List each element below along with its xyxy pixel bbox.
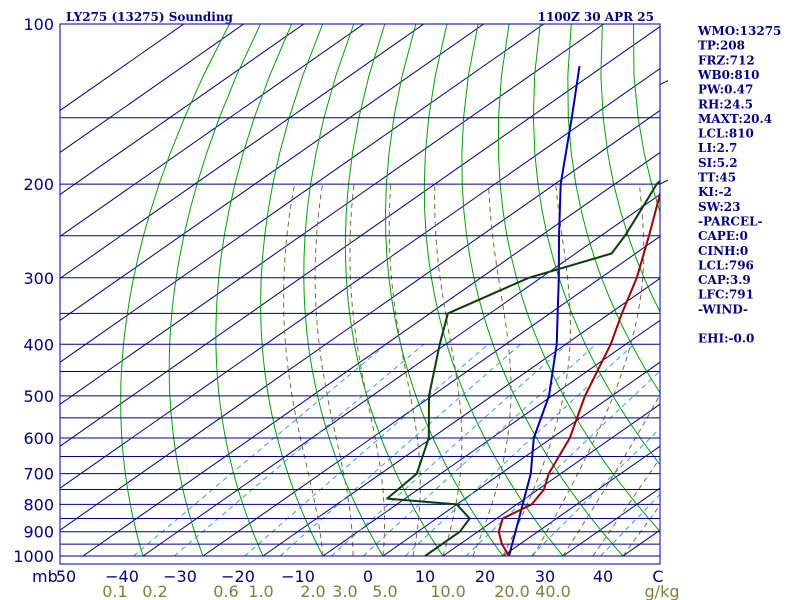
isotherm-line — [60, 67, 660, 489]
temperature-tick-label: 50 — [56, 567, 76, 586]
index-line: -PARCEL- — [698, 214, 763, 228]
pressure-tick-label: 100 — [23, 15, 54, 34]
isotherm-line — [502, 445, 660, 557]
index-line: WMO:13275 — [697, 24, 781, 38]
mixing-ratio-tick-label: 20.0 — [494, 582, 530, 600]
mixing-ratio-tick-label: 40.0 — [535, 582, 571, 600]
temperature-tick-label: −30 — [163, 567, 197, 586]
isotherm-line — [442, 403, 660, 557]
index-line: LI:2.7 — [698, 141, 737, 155]
isotherm-line — [322, 319, 660, 557]
mixing-ratio-tick-label: g/kg — [645, 582, 680, 600]
isotherm-line — [60, 24, 545, 363]
isotherm-line — [142, 193, 660, 557]
pressure-tick-label: 1000 — [13, 547, 54, 566]
temperature-tick-label: 10 — [415, 567, 435, 586]
isotherm-line — [382, 361, 660, 557]
index-line: CAPE:0 — [698, 229, 748, 243]
parcel-trace — [508, 65, 581, 557]
isotherm-line — [262, 277, 660, 557]
isotherm-line — [60, 24, 605, 405]
isotherm-line — [60, 109, 660, 531]
isotherm-line — [82, 151, 660, 557]
mixing-ratio-tick-label: 2.0 — [300, 582, 325, 600]
isotherm-line — [60, 24, 305, 196]
mixing-ratio-tick-label: 0.1 — [102, 582, 127, 600]
pressure-tick-label: 900 — [23, 523, 54, 542]
pressure-tick-label: 600 — [23, 429, 54, 448]
mixing-ratio-tick-label: 5.0 — [372, 582, 397, 600]
chart-title-left: LY275 (13275) Sounding — [66, 10, 234, 24]
index-line: KI:-2 — [698, 185, 732, 199]
isotherm-line — [60, 24, 245, 154]
index-line: PW:0.47 — [698, 83, 753, 97]
index-line: CINH:0 — [698, 244, 748, 258]
index-line: WB0:810 — [697, 68, 759, 82]
pressure-tick-label: 500 — [23, 387, 54, 406]
wind-barb — [659, 80, 669, 86]
dry-adiabat-line — [758, 24, 800, 556]
pressure-tick-label: 400 — [23, 335, 54, 354]
index-line: TT:45 — [698, 171, 736, 185]
index-line: CAP:3.9 — [698, 273, 751, 287]
mixing-ratio-tick-label: 10.0 — [430, 582, 466, 600]
isotherm-line — [202, 235, 660, 557]
temperature-tick-label: C — [652, 567, 663, 586]
pressure-tick-label: 800 — [23, 495, 54, 514]
index-line: EHI:-0.0 — [698, 332, 754, 346]
isotherm-line — [60, 24, 485, 321]
plot-background — [60, 24, 660, 564]
temperature-trace — [497, 190, 660, 557]
index-line: LCL:810 — [698, 127, 754, 141]
stability-indices: WMO:13275TP:208FRZ:712WB0:810PW:0.47RH:2… — [697, 24, 781, 346]
wind-barb — [659, 179, 669, 185]
moist-adiabat-line — [622, 504, 660, 557]
index-line: TP:208 — [698, 39, 745, 53]
dry-adiabat-line — [789, 24, 800, 556]
temperature-tick-label: 40 — [593, 567, 613, 586]
mixing-ratio-tick-label: 0.2 — [142, 582, 167, 600]
index-line: MAXT:20.4 — [698, 112, 772, 126]
pressure-unit-label: mb — [32, 567, 58, 586]
chart-title-right: 1100Z 30 APR 25 — [538, 10, 654, 24]
isotherm-line — [60, 24, 425, 279]
index-line: FRZ:712 — [698, 53, 755, 67]
mixing-ratio-tick-label: 0.6 — [213, 582, 238, 600]
moist-adiabat-line — [532, 184, 645, 557]
temperature-tick-label: 20 — [475, 567, 495, 586]
temperature-tick-label: −40 — [105, 567, 139, 586]
mixing-ratio-tick-label: 3.0 — [332, 582, 357, 600]
index-line: SW:23 — [698, 200, 740, 214]
index-line: SI:5.2 — [698, 156, 738, 170]
temperature-tick-label: 0 — [363, 567, 373, 586]
index-line: LFC:791 — [698, 288, 754, 302]
plot-frame — [59, 23, 661, 565]
moist-adiabat-line — [592, 457, 660, 557]
isotherm-line — [60, 26, 660, 447]
pressure-tick-label: 700 — [23, 465, 54, 484]
dewpoint-trace — [386, 179, 660, 557]
temperature-tick-label: −10 — [281, 567, 315, 586]
index-line: -WIND- — [698, 302, 748, 316]
temperature-tick-label: 30 — [535, 567, 555, 586]
index-line: RH:24.5 — [698, 97, 753, 111]
pressure-tick-label: 200 — [23, 175, 54, 194]
isotherm-line — [60, 24, 365, 238]
temperature-tick-label: −20 — [221, 567, 255, 586]
index-line: LCL:796 — [698, 258, 754, 272]
pressure-tick-label: 300 — [23, 269, 54, 288]
mixing-ratio-tick-label: 1.0 — [248, 582, 273, 600]
